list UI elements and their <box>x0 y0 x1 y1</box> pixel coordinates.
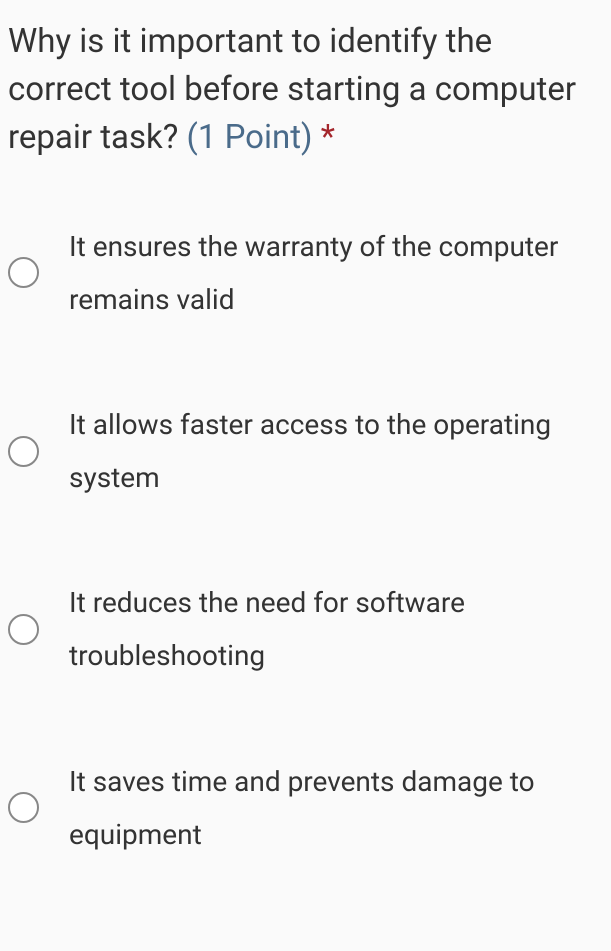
required-marker: * <box>321 118 335 157</box>
radio-button[interactable] <box>8 436 39 467</box>
radio-button[interactable] <box>8 792 39 823</box>
option-label: It reduces the need for software trouble… <box>69 576 603 682</box>
option-row[interactable]: It allows faster access to the operat­in… <box>8 398 603 504</box>
option-row[interactable]: It saves time and prevents damage to equ… <box>8 755 603 861</box>
option-row[interactable]: It ensures the warranty of the com­puter… <box>8 220 603 326</box>
option-label: It allows faster access to the operat­in… <box>69 398 603 504</box>
option-label: It saves time and prevents damage to equ… <box>69 755 603 861</box>
option-label: It ensures the warranty of the com­puter… <box>69 220 603 326</box>
radio-button[interactable] <box>8 614 39 645</box>
option-row[interactable]: It reduces the need for software trouble… <box>8 576 603 682</box>
question-points: (1 Point) <box>187 118 313 157</box>
radio-button[interactable] <box>8 257 39 288</box>
question-prompt: Why is it important to identify the corr… <box>8 18 603 162</box>
